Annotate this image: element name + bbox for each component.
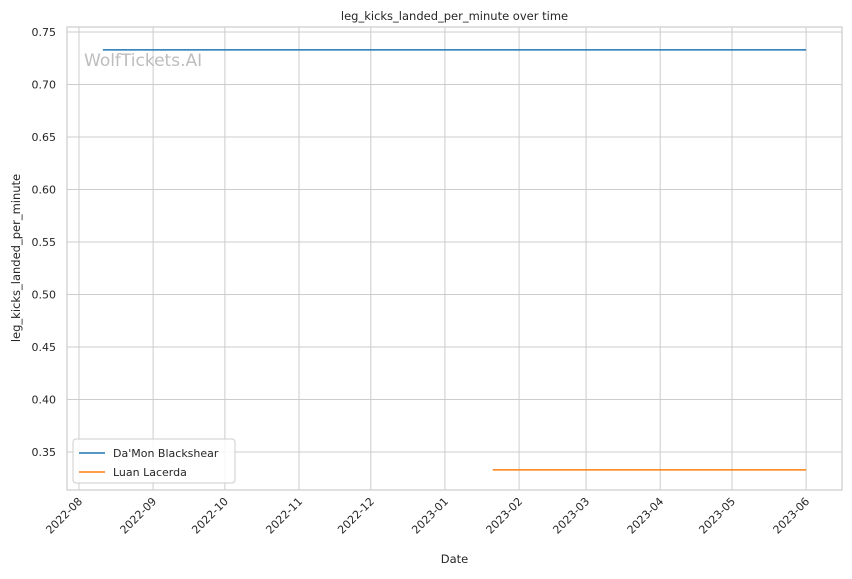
x-tick-label: 2022-08 (43, 495, 85, 537)
y-tick-label: 0.65 (32, 131, 57, 144)
x-tick-label: 2023-01 (409, 495, 451, 537)
y-tick-label: 0.55 (32, 236, 57, 249)
y-tick-label: 0.60 (32, 184, 57, 197)
series-group (102, 49, 807, 471)
x-tick-label: 2022-09 (118, 495, 160, 537)
legend-label: Da'Mon Blackshear (113, 447, 219, 460)
x-tick-label: 2023-06 (771, 495, 813, 537)
chart-title: leg_kicks_landed_per_minute over time (341, 9, 568, 23)
y-tick-label: 0.75 (32, 26, 57, 39)
y-axis-label: leg_kicks_landed_per_minute (9, 174, 23, 342)
y-tick-label: 0.45 (32, 341, 57, 354)
x-tick-label: 2022-10 (189, 495, 231, 537)
y-tick-label: 0.50 (32, 289, 57, 302)
y-tick-label: 0.35 (32, 446, 57, 459)
plot-area-border (66, 26, 843, 491)
x-axis-label: Date (441, 552, 469, 566)
y-tick-label: 0.70 (32, 79, 57, 92)
x-tick-label: 2023-02 (484, 495, 526, 537)
x-tick-label: 2022-12 (335, 495, 377, 537)
legend: Da'Mon Blackshear Luan Lacerda (72, 438, 236, 484)
watermark: WolfTickets.AI (84, 51, 202, 71)
grid (67, 27, 842, 490)
x-tick-label: 2023-04 (625, 495, 667, 537)
x-tick-label: 2022-11 (263, 495, 305, 537)
x-tick-label: 2023-03 (550, 495, 592, 537)
y-tick-label: 0.40 (32, 393, 57, 406)
legend-label: Luan Lacerda (113, 466, 187, 479)
x-tick-label: 2023-05 (696, 495, 738, 537)
legend-box (72, 438, 236, 484)
